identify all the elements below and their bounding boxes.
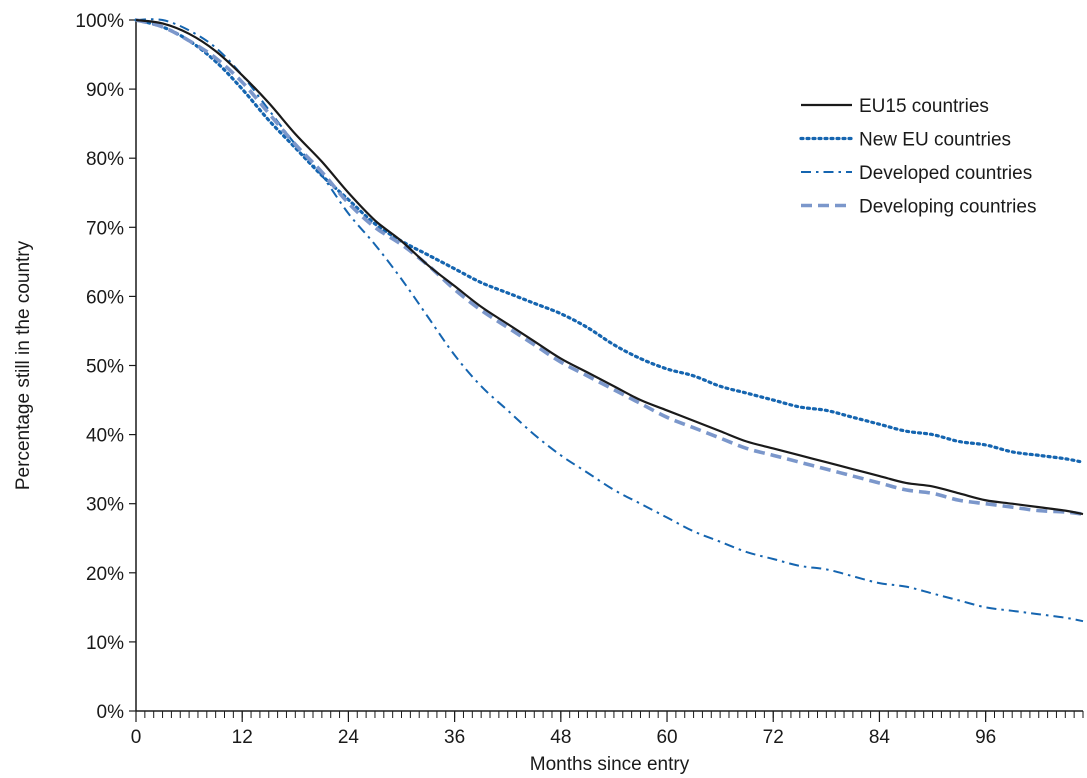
y-tick-label: 50% [86,357,124,378]
y-tick-label: 60% [86,287,124,308]
x-tick-label: 96 [975,727,996,748]
y-tick-label: 40% [86,426,124,447]
series-lines [134,18,1085,623]
x-ticks: 0 12 24 36 48 60 72 84 96 [131,711,996,748]
legend: EU15 countries New EU countries Developed … [799,96,1036,218]
series-line-developing-countries [135,18,1084,516]
legend-label-new-eu-countries: New EU countries [859,130,1011,151]
x-tick-label: 12 [232,727,253,748]
x-tick-label: 60 [656,727,677,748]
y-tick-label: 90% [86,80,124,101]
x-axis-title: Months since entry [530,754,690,775]
x-tick-label: 24 [338,727,360,748]
x-tick-label: 84 [869,727,891,748]
y-ticks: 0% 10% 20% 30% 40% 50% 60% 70% 80% 90% 100% [75,11,136,723]
y-tick-label: 0% [97,702,125,723]
axes: 0 12 24 36 48 60 72 84 96 0% 10% 20% 30% 40% 50% 60% 70… [75,11,1084,748]
series-line-new-eu-countries [134,18,1085,464]
legend-label-developing-countries: Developing countries [859,197,1036,218]
y-tick-label: 70% [86,218,124,239]
y-tick-label: 20% [86,564,124,585]
x-tick-label: 72 [763,727,784,748]
series-line-eu15-countries [135,18,1084,516]
y-tick-label: 80% [86,149,124,170]
legend-label-developed-countries: Developed countries [859,163,1032,184]
y-tick-label: 100% [75,11,124,32]
y-tick-label: 10% [86,633,124,654]
y-tick-label: 30% [86,495,124,516]
x-tick-label: 36 [444,727,465,748]
legend-label-eu15-countries: EU15 countries [859,96,989,117]
x-tick-label: 48 [550,727,571,748]
y-axis-title: Percentage still in the country [13,240,34,490]
x-tick-label: 0 [131,727,142,748]
x-minor-ticks [135,711,1084,718]
